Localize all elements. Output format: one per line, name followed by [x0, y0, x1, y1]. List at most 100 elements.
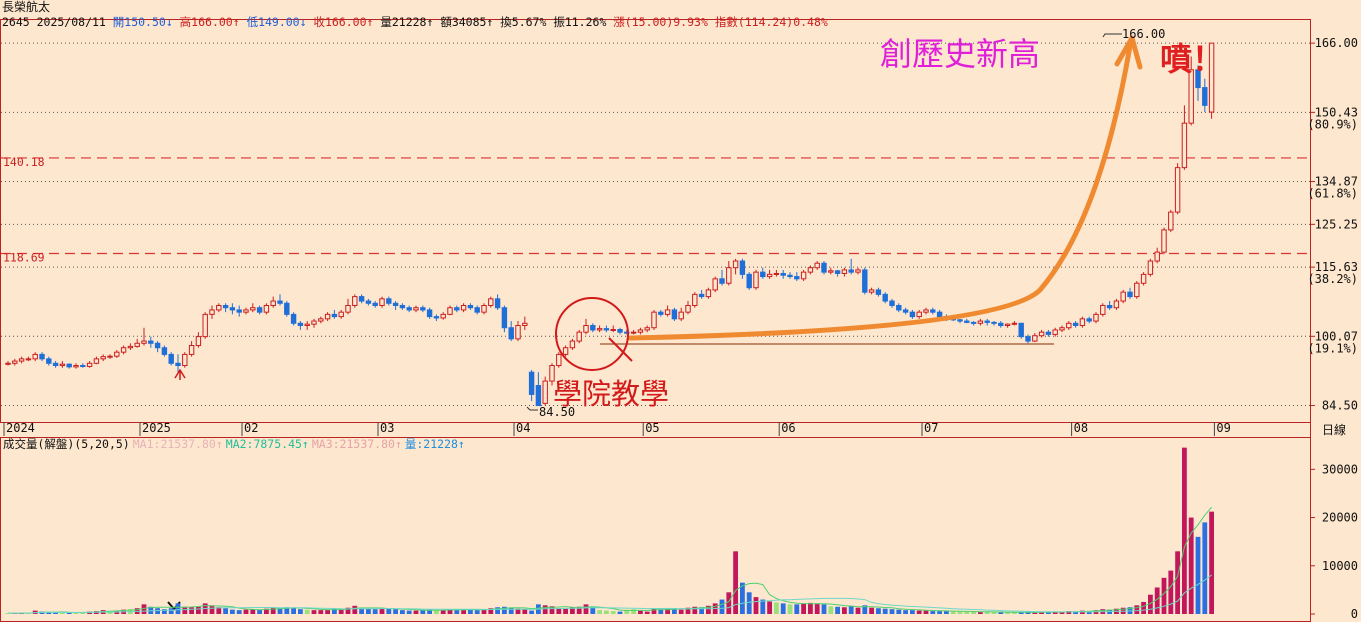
candle	[644, 325, 650, 333]
candle	[1161, 227, 1167, 255]
volume-bar	[372, 609, 378, 614]
red-up-arrow-icon	[174, 368, 186, 380]
candle	[80, 363, 86, 368]
month-label: 09	[1216, 421, 1230, 435]
volume-bar	[971, 611, 976, 614]
volume-bar	[488, 608, 494, 614]
volume-bar	[617, 611, 623, 614]
candle	[297, 321, 304, 330]
candle	[855, 267, 861, 275]
volume-bar	[542, 605, 548, 614]
candle	[352, 294, 358, 308]
candle	[746, 272, 752, 290]
candle	[243, 307, 249, 315]
volume-bar	[522, 609, 528, 614]
annotation-burst: 噴！	[1160, 40, 1224, 78]
price-tick-label: 84.50	[1322, 399, 1358, 413]
candle	[447, 305, 453, 316]
candle	[182, 352, 188, 368]
candle	[1168, 209, 1174, 233]
candle	[494, 294, 501, 310]
candle	[467, 303, 474, 310]
volume-bar	[529, 610, 534, 614]
candle	[46, 356, 52, 366]
volume-panel-frame	[0, 437, 1311, 622]
volume-bar	[1005, 612, 1010, 614]
candle	[386, 296, 392, 306]
candle	[501, 305, 508, 333]
candle	[617, 327, 623, 335]
candle	[100, 354, 106, 362]
candle	[324, 312, 331, 322]
candle	[1100, 303, 1106, 317]
candle	[984, 318, 990, 326]
candle	[256, 305, 263, 315]
volume-bar	[311, 610, 317, 614]
annotation-new-high: 創歷史新高	[880, 35, 1040, 73]
volume-ma-long-line	[7, 574, 1212, 614]
volume-bar	[291, 607, 296, 614]
volume-bar	[264, 608, 269, 614]
candle	[515, 321, 521, 342]
candle	[195, 332, 202, 348]
volume-bar	[597, 610, 602, 614]
candle	[698, 289, 705, 299]
volume-bar	[189, 607, 194, 614]
candle	[1188, 56, 1194, 126]
candle	[773, 269, 780, 277]
candle	[930, 307, 936, 315]
candle	[800, 269, 807, 282]
candle	[59, 361, 66, 368]
volume-bar	[678, 609, 684, 614]
volume-bar	[556, 608, 562, 614]
candle	[590, 323, 596, 333]
candle	[304, 321, 310, 330]
candle	[630, 329, 637, 335]
volume-bar	[1086, 611, 1092, 614]
volume-bar	[155, 608, 160, 614]
candle	[542, 376, 548, 406]
volume-bar	[984, 612, 990, 614]
low-price-label: 84.50	[539, 405, 575, 419]
volume-bar	[1032, 612, 1038, 614]
candle	[664, 305, 671, 317]
volume-bar	[46, 612, 52, 614]
volume-bar	[400, 610, 405, 614]
candle	[1032, 333, 1038, 342]
volume-bar	[944, 611, 949, 614]
candle	[1208, 42, 1215, 119]
candle	[440, 312, 446, 320]
candle	[705, 287, 712, 299]
volume-bar	[332, 608, 337, 614]
candle	[1120, 289, 1126, 304]
month-label: 06	[781, 421, 795, 435]
candle	[868, 287, 875, 295]
candle	[766, 269, 773, 279]
volume-bar	[624, 609, 630, 614]
month-label: 02	[244, 421, 258, 435]
volume-bar	[508, 607, 514, 614]
price-tick-label: 134.87	[1315, 175, 1358, 189]
quote-item: 收166.00↑	[307, 15, 374, 29]
volume-bar	[957, 611, 963, 614]
candle	[107, 354, 113, 359]
volume-ma-short-line	[7, 506, 1212, 614]
volume-bar	[1012, 612, 1017, 614]
resistance-level-label: 140.18	[3, 155, 45, 169]
volume-bar	[583, 604, 589, 614]
candle	[1134, 281, 1140, 299]
candle	[290, 312, 297, 326]
candle	[889, 298, 895, 308]
candle	[1147, 258, 1154, 277]
volume-bar	[576, 606, 582, 614]
volume-bar	[73, 612, 79, 614]
candle	[236, 305, 242, 317]
price-panel-frame	[0, 19, 1311, 423]
volume-bar	[746, 592, 752, 614]
candle	[998, 321, 1004, 328]
candle	[32, 352, 38, 362]
volume-bar	[393, 609, 398, 614]
volume-bar	[1148, 594, 1153, 614]
candle	[1086, 316, 1092, 324]
